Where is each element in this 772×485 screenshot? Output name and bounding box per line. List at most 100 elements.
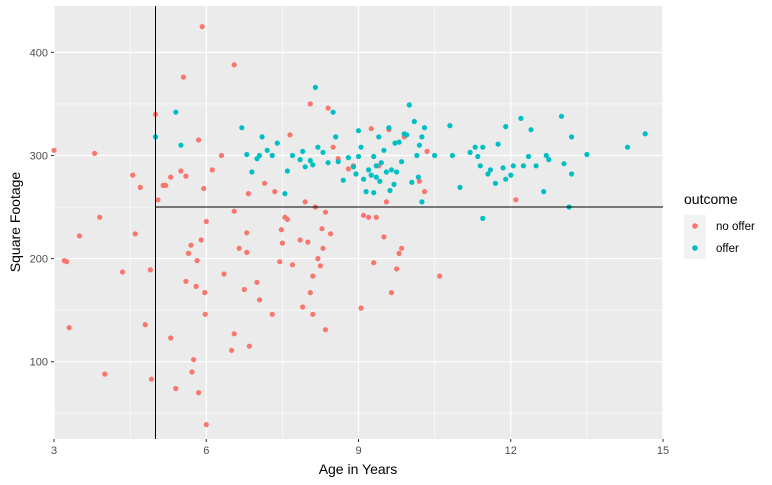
point-offer	[495, 141, 501, 147]
point-no-offer	[198, 237, 204, 243]
point-offer	[558, 113, 565, 119]
point-no-offer	[262, 180, 268, 186]
point-offer	[449, 152, 455, 159]
point-no-offer	[368, 126, 374, 132]
point-offer	[510, 163, 516, 169]
point-offer	[500, 165, 506, 171]
point-no-offer	[437, 273, 443, 279]
point-offer	[345, 155, 351, 161]
point-offer	[178, 142, 184, 148]
point-no-offer	[277, 259, 283, 265]
point-offer	[284, 168, 290, 174]
point-no-offer	[137, 184, 143, 190]
point-offer	[307, 158, 313, 164]
x-axis-ticks: 3 6 9 12 15	[51, 439, 669, 457]
point-no-offer	[119, 269, 126, 275]
point-offer	[485, 171, 491, 177]
point-offer	[404, 132, 410, 138]
point-offer	[300, 148, 306, 154]
point-offer	[289, 152, 296, 159]
point-no-offer	[322, 209, 329, 215]
point-offer	[432, 152, 438, 159]
point-offer	[302, 164, 308, 170]
point-no-offer	[256, 297, 263, 303]
point-no-offer	[102, 371, 108, 377]
point-no-offer	[399, 245, 405, 251]
point-offer	[472, 144, 478, 150]
point-no-offer	[241, 286, 247, 293]
point-no-offer	[229, 347, 235, 353]
point-no-offer	[231, 208, 237, 214]
point-no-offer	[92, 150, 98, 156]
point-offer	[447, 123, 453, 129]
x-tick-label: 12	[505, 445, 517, 457]
point-offer	[503, 176, 509, 182]
reference-lines	[155, 6, 663, 439]
point-no-offer	[155, 197, 161, 203]
point-offer	[355, 128, 362, 134]
legend-dot-offer	[692, 245, 698, 251]
y-axis-title: Square Footage	[7, 172, 23, 273]
point-no-offer	[244, 230, 250, 236]
point-offer	[386, 125, 392, 131]
point-no-offer	[383, 199, 389, 205]
point-no-offer	[287, 132, 293, 138]
point-no-offer	[310, 311, 316, 317]
point-no-offer	[297, 237, 303, 243]
point-no-offer	[269, 311, 275, 317]
point-no-offer	[305, 239, 311, 245]
point-offer	[333, 134, 339, 140]
point-offer	[475, 153, 481, 160]
point-offer	[525, 153, 532, 160]
point-no-offer	[201, 185, 207, 192]
point-no-offer	[345, 166, 351, 172]
point-offer	[239, 125, 245, 131]
point-no-offer	[180, 74, 186, 80]
point-no-offer	[315, 256, 321, 262]
point-offer	[297, 157, 303, 163]
point-offer	[533, 163, 539, 169]
legend-label-no-offer: no offer	[716, 221, 755, 233]
point-offer	[371, 153, 377, 160]
point-no-offer	[188, 242, 194, 248]
point-no-offer	[148, 376, 154, 382]
point-offer	[371, 190, 377, 196]
point-offer	[396, 139, 402, 145]
point-offer	[325, 160, 331, 166]
point-offer	[264, 147, 270, 153]
y-tick-label: 300	[30, 150, 48, 162]
legend: outcome no offer offer	[684, 191, 755, 259]
point-no-offer	[66, 325, 72, 331]
point-offer	[561, 161, 567, 167]
point-no-offer	[203, 218, 209, 225]
point-offer	[394, 169, 400, 175]
point-no-offer	[513, 197, 519, 203]
x-tick-label: 3	[51, 445, 57, 457]
point-offer	[421, 125, 428, 131]
point-offer	[414, 152, 420, 159]
point-offer	[487, 167, 493, 173]
point-offer	[173, 109, 179, 115]
point-offer	[373, 163, 379, 169]
x-tick-label: 6	[203, 445, 209, 457]
point-no-offer	[97, 214, 103, 220]
point-offer	[315, 144, 321, 150]
point-no-offer	[246, 343, 252, 349]
point-offer	[358, 144, 364, 150]
point-offer	[361, 176, 367, 182]
point-no-offer	[284, 216, 290, 222]
point-no-offer	[202, 290, 208, 296]
point-offer	[543, 152, 549, 159]
point-offer	[376, 134, 382, 140]
point-offer	[312, 84, 318, 90]
point-offer	[388, 167, 395, 173]
point-no-offer	[51, 147, 57, 153]
point-no-offer	[421, 189, 428, 195]
point-offer	[518, 115, 524, 121]
point-no-offer	[173, 385, 179, 392]
point-no-offer	[319, 226, 325, 232]
point-no-offer	[322, 327, 329, 333]
point-no-offer	[185, 250, 192, 256]
point-no-offer	[202, 311, 208, 317]
point-no-offer	[394, 266, 400, 272]
